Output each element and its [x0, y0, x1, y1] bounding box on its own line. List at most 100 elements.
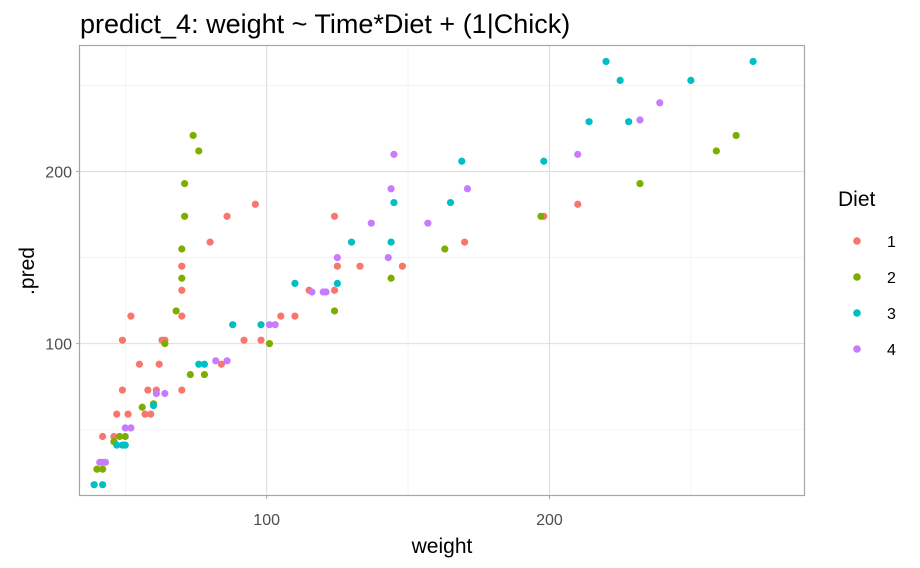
data-point-diet-4: [223, 357, 231, 365]
data-point-diet-1: [217, 360, 226, 368]
data-point-diet-3: [390, 198, 398, 207]
data-point-diet-3: [446, 198, 455, 207]
data-point-diet-4: [463, 185, 472, 193]
x-axis-ticks: 100 200: [253, 495, 563, 529]
data-point-diet-3: [200, 360, 209, 368]
data-point-diet-4: [127, 424, 135, 432]
data-point-diet-2: [138, 403, 146, 411]
data-point-diet-3: [387, 238, 395, 246]
data-point-diet-2: [265, 340, 274, 348]
data-point-diet-2: [172, 307, 180, 315]
y-tick-label: 200: [45, 165, 72, 182]
data-point-diet-3: [121, 441, 129, 449]
data-point-diet-2: [330, 307, 339, 315]
data-point-diet-1: [178, 262, 186, 270]
data-point-diet-1: [99, 432, 107, 441]
data-point-diet-3: [585, 118, 593, 126]
data-point-diet-4: [152, 389, 160, 398]
data-point-diet-1: [135, 360, 143, 368]
data-point-diet-4: [212, 357, 220, 365]
data-point-diet-3: [99, 481, 107, 489]
data-point-diet-1: [178, 312, 186, 320]
data-point-diet-1: [110, 432, 118, 441]
data-point-diet-1: [124, 410, 132, 418]
data-point-diet-1: [118, 386, 127, 394]
legend-label-diet-2: 2: [887, 270, 896, 287]
data-point-diet-4: [101, 458, 110, 466]
data-point-diet-3: [291, 279, 299, 288]
data-point-diet-1: [356, 262, 364, 270]
data-point-diet-2: [93, 465, 101, 473]
legend: Diet 1 2 3 4: [838, 188, 896, 359]
data-point-diet-1: [141, 410, 149, 418]
data-point-diet-4: [308, 288, 316, 296]
data-point-diet-3: [257, 321, 265, 329]
data-point-diet-2: [115, 432, 124, 441]
data-point-diet-2: [99, 465, 107, 473]
data-point-diet-4: [161, 389, 169, 398]
data-point-diet-3: [602, 57, 610, 66]
x-tick-label: 100: [253, 512, 280, 529]
data-point-diet-4: [333, 253, 341, 262]
data-point-diet-4: [424, 219, 432, 227]
data-point-diet-3: [113, 441, 121, 449]
data-point-diet-2: [181, 212, 189, 220]
data-point-diet-2: [732, 131, 740, 140]
data-point-diet-4: [384, 253, 392, 262]
data-point-diet-3: [458, 157, 466, 165]
legend-label-diet-3: 3: [887, 306, 896, 323]
legend-key-diet-2: [853, 273, 861, 281]
data-point-diet-3: [616, 76, 624, 85]
data-point-diet-1: [147, 410, 155, 418]
data-points: [90, 57, 757, 489]
data-point-diet-2: [161, 340, 169, 348]
data-point-diet-4: [390, 150, 398, 158]
data-point-diet-1: [113, 410, 121, 418]
data-point-diet-3: [229, 321, 237, 329]
legend-label-diet-4: 4: [887, 342, 896, 359]
data-point-diet-2: [537, 212, 545, 220]
data-point-diet-1: [127, 312, 135, 320]
data-point-diet-3: [347, 238, 356, 246]
data-point-diet-1: [118, 336, 127, 344]
data-point-diet-4: [367, 219, 375, 227]
legend-key-diet-4: [853, 345, 861, 353]
legend-key-diet-1: [853, 237, 861, 245]
data-point-diet-1: [144, 386, 152, 394]
data-point-diet-2: [189, 131, 197, 140]
data-point-diet-1: [178, 386, 186, 394]
chart-title: predict_4: weight ~ Time*Diet + (1|Chick…: [80, 9, 570, 39]
legend-label-diet-1: 1: [887, 234, 896, 251]
legend-key-diet-3: [853, 309, 861, 317]
data-point-diet-1: [291, 312, 299, 320]
data-point-diet-2: [712, 147, 720, 155]
data-point-diet-4: [656, 99, 664, 107]
data-point-diet-2: [181, 180, 189, 188]
data-point-diet-3: [90, 481, 98, 489]
data-point-diet-4: [322, 288, 330, 296]
data-point-diet-1: [257, 336, 265, 344]
data-point-diet-4: [636, 116, 644, 124]
data-point-diet-1: [574, 200, 582, 208]
data-point-diet-2: [121, 432, 129, 441]
data-point-diet-3: [749, 57, 757, 66]
y-tick-label: 100: [45, 337, 72, 354]
data-point-diet-4: [387, 185, 395, 193]
data-point-diet-2: [387, 274, 395, 282]
data-point-diet-1: [206, 238, 214, 246]
data-point-diet-1: [223, 212, 231, 220]
data-point-diet-3: [333, 279, 341, 288]
data-point-diet-2: [178, 245, 186, 253]
data-point-diet-4: [265, 321, 274, 329]
data-point-diet-4: [271, 321, 279, 329]
data-point-diet-1: [240, 336, 248, 344]
grid-lines: [80, 46, 804, 495]
data-point-diet-2: [186, 370, 194, 379]
data-point-diet-1: [333, 262, 341, 270]
data-point-diet-2: [200, 370, 209, 379]
data-point-diet-2: [636, 180, 644, 188]
data-point-diet-1: [461, 238, 469, 246]
data-point-diet-1: [178, 286, 186, 294]
data-point-diet-1: [155, 360, 163, 368]
legend-title: Diet: [838, 188, 876, 211]
